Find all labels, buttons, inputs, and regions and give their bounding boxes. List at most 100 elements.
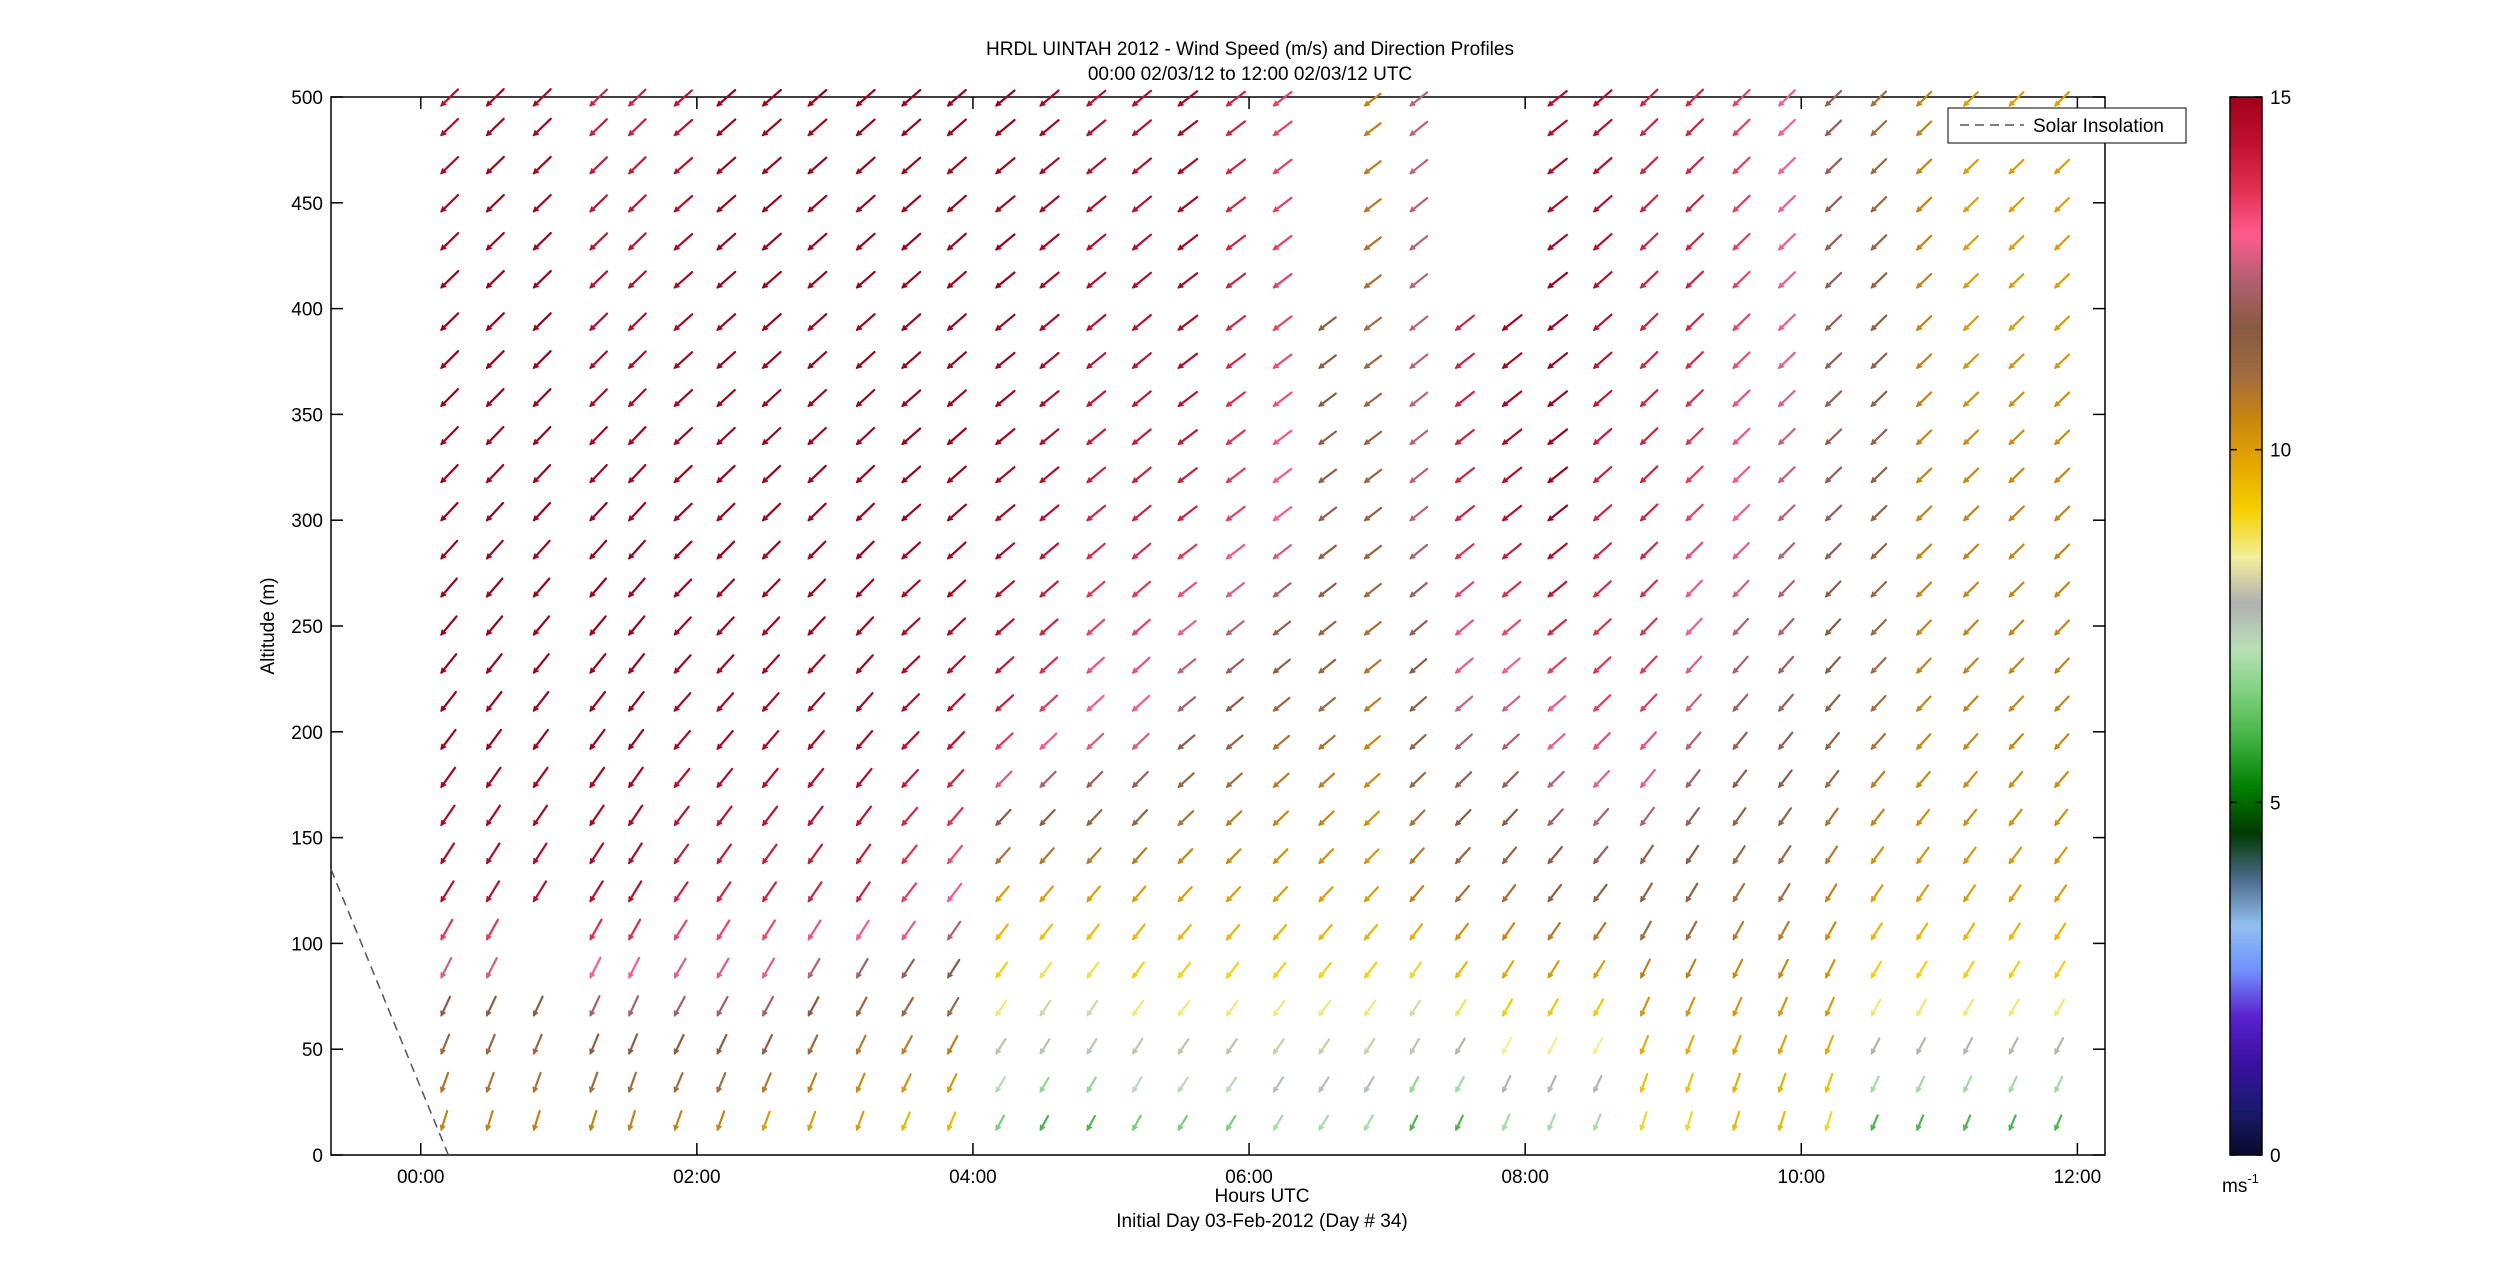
wind-vector [1916,505,1933,522]
wind-vector-head [1825,934,1831,941]
wind-vector [995,233,1016,251]
wind-vector [1318,354,1337,369]
wind-vector [532,1033,543,1055]
wind-vector [532,88,552,107]
solar-insolation-line [330,869,450,1156]
wind-vector-head [1732,629,1739,636]
wind-vector-head [1363,781,1371,788]
wind-vector [1177,999,1191,1017]
wind-vector-head [673,743,680,750]
wind-vector [855,919,870,941]
wind-vector [485,995,497,1017]
wind-vector [855,388,876,407]
wind-vector [1916,120,1933,137]
wind-vector-head [1409,629,1416,636]
wind-vector [1272,620,1292,636]
wind-vector [1177,157,1199,175]
wind-vector [673,729,692,750]
wind-vector [1318,468,1338,484]
wind-vector [807,996,820,1017]
wind-vector-head [1777,244,1785,251]
wind-vector-head [2054,553,2061,560]
wind-vector [1501,314,1523,331]
wind-vector [946,118,967,137]
wind-vector-head [1501,629,1509,636]
wind-vector-head [1639,362,1647,369]
wind-vector-head [716,206,723,213]
wind-vector [1131,542,1152,560]
wind-vector-head [1916,667,1923,674]
wind-vector [589,194,609,213]
wind-vector-head [1824,629,1832,636]
wind-vector-head [807,667,814,674]
wind-vector [855,270,876,289]
wind-vector-head [1825,896,1831,903]
wind-vector [440,312,460,331]
wind-vectors [439,88,2071,1132]
wind-vector-head [440,100,447,107]
wind-vector [807,388,828,407]
wind-vector-head [761,100,769,107]
wind-vector-head [855,1124,862,1132]
wind-vector-head [1454,667,1462,674]
wind-vector-head [440,743,447,751]
wind-vector [2054,960,2066,979]
wind-vector-head [1086,515,1093,522]
wind-vector-head [1778,477,1785,484]
wind-vector-head [1547,553,1554,560]
wind-vector-head [1131,857,1139,865]
wind-vector-head [1364,1010,1370,1017]
wind-vector-head [716,553,723,560]
wind-vector-head [716,477,723,484]
wind-vector-head [628,400,635,408]
wind-vector [1272,923,1288,941]
wind-vector-head [673,629,680,636]
wind-vector-head [901,629,908,636]
x-tick-label: 12:00 [2054,1167,2102,1188]
wind-vector-head [589,362,596,369]
wind-vector-head [716,667,723,674]
wind-vector-head [2008,1048,2015,1055]
wind-vector-head [1593,819,1600,827]
wind-vector [1870,998,1882,1017]
wind-vector-head [673,282,680,289]
wind-vector [1870,314,1888,331]
wind-vector-head [1777,100,1785,107]
wind-vector-head [1177,819,1184,827]
wind-vector-head [1732,1048,1739,1055]
wind-vector [1454,314,1475,331]
wind-vector-head [1225,244,1233,251]
wind-vector [1225,391,1246,407]
wind-vector [1363,961,1378,979]
wind-vector [1454,657,1474,674]
wind-vector-head [901,1010,908,1017]
wind-vector-head [589,1010,596,1017]
wind-vector-head [1131,477,1139,484]
wind-vector [1685,579,1704,598]
wind-vector-head [716,100,723,107]
wind-vector [1870,1037,1881,1055]
wind-vector [995,1114,1006,1131]
wind-vector-head [1318,896,1325,903]
wind-vector [1409,353,1429,369]
wind-vector [1318,923,1333,941]
wind-vector [1272,886,1289,903]
wind-vector-head [1272,553,1279,560]
wind-vector [1963,467,1980,484]
wind-vector-head [533,896,539,903]
wind-vector [440,426,459,446]
wind-vector [1363,886,1380,903]
wind-vector [946,389,967,407]
wind-vector-head [1731,1124,1738,1132]
wind-vector [1963,695,1979,712]
wind-vector-head [855,439,862,446]
wind-vector-head [1870,857,1877,865]
wind-vector-head [1639,1124,1646,1132]
wind-vector [807,881,823,903]
wind-vector-head [1086,972,1093,979]
wind-vector [946,427,967,446]
wind-vector-head [532,591,539,598]
wind-vector [628,1033,639,1055]
wind-vector-head [1592,477,1600,484]
wind-vector [2008,733,2024,750]
